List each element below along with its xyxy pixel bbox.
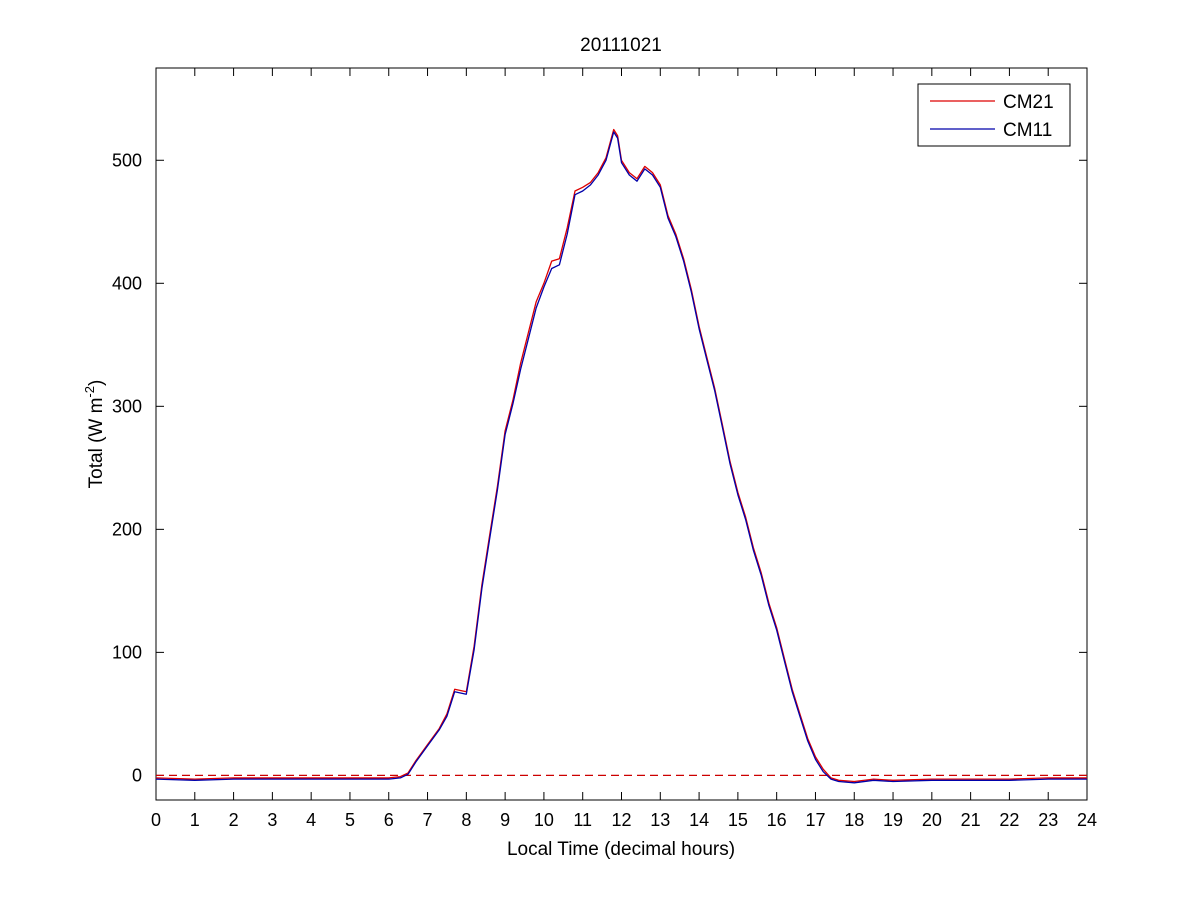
y-tick-label: 400 <box>112 273 142 293</box>
x-tick-label: 17 <box>805 810 825 830</box>
plot-area <box>156 68 1087 800</box>
x-tick-label: 10 <box>534 810 554 830</box>
x-tick-label: 5 <box>345 810 355 830</box>
y-tick-label: 0 <box>132 765 142 785</box>
x-tick-label: 24 <box>1077 810 1097 830</box>
y-tick-label: 500 <box>112 150 142 170</box>
x-tick-label: 8 <box>461 810 471 830</box>
x-tick-label: 9 <box>500 810 510 830</box>
x-axis-label: Local Time (decimal hours) <box>507 839 735 860</box>
x-tick-label: 16 <box>767 810 787 830</box>
x-tick-label: 2 <box>229 810 239 830</box>
x-tick-label: 22 <box>999 810 1019 830</box>
legend-label-cm21: CM21 <box>1003 92 1054 113</box>
x-tick-label: 3 <box>267 810 277 830</box>
x-tick-label: 6 <box>384 810 394 830</box>
y-tick-label: 100 <box>112 642 142 662</box>
legend-label-cm11: CM11 <box>1003 120 1052 141</box>
chart-title: 20111021 <box>580 35 662 56</box>
x-tick-label: 1 <box>190 810 200 830</box>
x-tick-label: 14 <box>689 810 709 830</box>
legend: CM21 CM11 <box>918 84 1070 146</box>
x-tick-label: 18 <box>844 810 864 830</box>
x-tick-label: 20 <box>922 810 942 830</box>
x-tick-label: 11 <box>573 810 592 830</box>
y-tick-label: 300 <box>112 396 142 416</box>
x-tick-label: 13 <box>650 810 670 830</box>
x-tick-label: 0 <box>151 810 161 830</box>
y-tick-label: 200 <box>112 519 142 539</box>
x-tick-label: 7 <box>423 810 433 830</box>
x-tick-label: 15 <box>728 810 748 830</box>
x-tick-label: 19 <box>883 810 903 830</box>
x-tick-label: 23 <box>1038 810 1058 830</box>
x-tick-label: 21 <box>961 810 981 830</box>
x-tick-label: 4 <box>306 810 316 830</box>
y-axis-label: Total (W m-2) <box>82 380 107 489</box>
x-tick-label: 12 <box>611 810 631 830</box>
